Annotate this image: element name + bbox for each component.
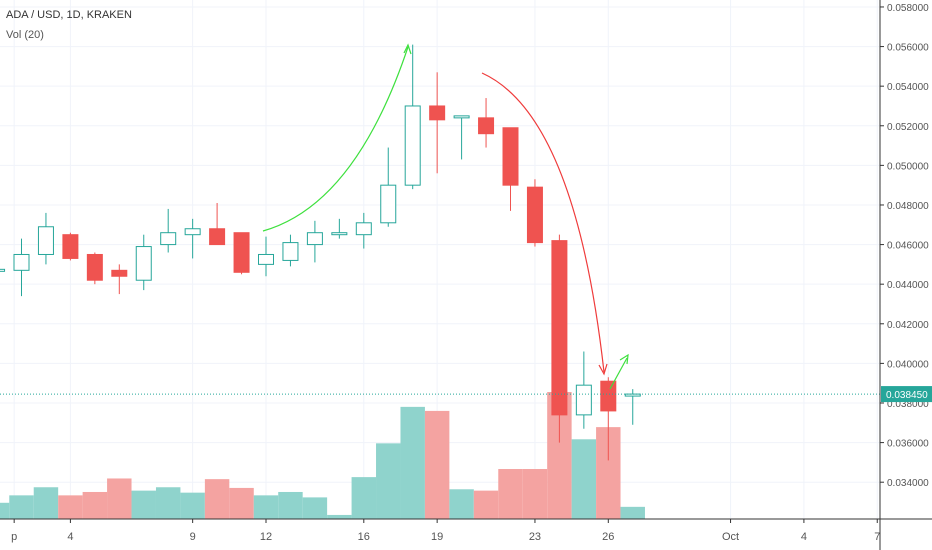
candle-body-down — [526, 186, 543, 244]
chart-symbol-title: ADA / USD, 1D, KRAKEN — [6, 9, 132, 21]
volume-bar — [253, 495, 279, 519]
time-tick-label: 4 — [801, 531, 807, 543]
annotations — [262, 43, 629, 390]
volume-bar — [58, 495, 83, 519]
volume-bar — [107, 478, 132, 519]
price-tick-label: 0.036000 — [887, 439, 929, 450]
candle-body-up — [13, 253, 30, 271]
rebound-arrow — [609, 357, 628, 390]
volume-bar — [473, 490, 499, 519]
candle-body-up — [258, 253, 274, 265]
candle-body-down — [551, 240, 568, 416]
volume-bar — [400, 406, 425, 519]
current-price-label: 0.038450 — [886, 390, 928, 401]
candle-body-down — [62, 234, 79, 259]
candle-body-up — [306, 232, 323, 246]
candle-body-up — [184, 228, 201, 236]
price-tick-label: 0.056000 — [887, 43, 929, 54]
volume-bar — [131, 490, 156, 519]
price-tick-label: 0.042000 — [887, 320, 929, 331]
candle-body-up — [282, 242, 299, 261]
volume-bar — [155, 487, 181, 519]
time-tick-label: 12 — [260, 531, 272, 543]
volume-bar — [82, 491, 108, 519]
volume-indicator-label: Vol (20) — [6, 29, 44, 41]
candle-body-up — [331, 232, 348, 236]
time-tick-label: Oct — [722, 531, 739, 543]
volume-bar — [278, 491, 303, 519]
volume-bar — [424, 410, 450, 519]
candle-body-down — [478, 117, 495, 135]
time-tick-label: 9 — [190, 531, 196, 543]
price-tick-label: 0.058000 — [887, 3, 929, 14]
volume-bar — [498, 469, 523, 519]
time-tick-label: p — [11, 531, 17, 543]
volume-bar — [33, 487, 59, 519]
volume-bar — [9, 495, 34, 519]
candle-body-up — [453, 115, 470, 119]
candle-body-down — [209, 228, 226, 246]
price-tick-label: 0.046000 — [887, 241, 929, 252]
volume-bar — [620, 506, 645, 519]
price-tick-label: 0.034000 — [887, 478, 929, 489]
candle-body-down — [86, 253, 103, 281]
price-tick-label: 0.044000 — [887, 280, 929, 291]
candle-body-up — [37, 226, 54, 255]
candle-body-up — [0, 268, 6, 272]
volume-bar — [204, 479, 230, 519]
candle-body-up — [624, 393, 641, 397]
volume-bar — [229, 487, 254, 519]
volume-bar — [180, 492, 205, 519]
candle-body-up — [575, 384, 592, 416]
price-tick-label: 0.054000 — [887, 82, 929, 93]
candle-body-up — [355, 222, 372, 236]
volume-bar — [0, 502, 10, 519]
candle-body-up — [135, 246, 152, 281]
volume-bar — [302, 497, 328, 519]
volume-bar — [327, 514, 352, 519]
arrowhead-rebound — [619, 353, 629, 365]
price-tick-label: 0.048000 — [887, 201, 929, 212]
trend-arrow-up-curve — [262, 46, 409, 232]
current-price-badge — [881, 386, 932, 403]
volume-bar — [376, 443, 401, 519]
price-tick-label: 0.050000 — [887, 161, 929, 172]
volume-bar — [351, 477, 377, 519]
candle-body-down — [429, 105, 446, 121]
candlesticks — [0, 44, 641, 461]
trend-arrow-down-curve — [481, 72, 605, 373]
candle-body-down — [502, 127, 519, 186]
arrowhead-up — [403, 43, 412, 55]
price-tick-label: 0.040000 — [887, 359, 929, 370]
time-tick-label: 4 — [67, 531, 73, 543]
arrowhead-down — [598, 363, 608, 376]
candle-body-up — [404, 105, 421, 186]
time-tick-label: 16 — [358, 531, 370, 543]
volume-bars — [0, 392, 645, 519]
time-tick-label: 26 — [602, 531, 614, 543]
volume-bar — [571, 439, 597, 519]
price-tick-label: 0.052000 — [887, 122, 929, 133]
time-tick-label: 19 — [431, 531, 443, 543]
candle-body-down — [600, 380, 617, 412]
candle-body-up — [160, 232, 177, 246]
volume-bar — [449, 489, 474, 519]
time-tick-label: 23 — [529, 531, 541, 543]
candle-body-down — [233, 232, 250, 273]
price-tick-label: 0.038000 — [887, 399, 929, 410]
time-tick-label: 7 — [874, 531, 880, 543]
candle-body-down — [111, 269, 128, 277]
candle-body-up — [380, 184, 397, 224]
volume-bar — [522, 469, 548, 519]
